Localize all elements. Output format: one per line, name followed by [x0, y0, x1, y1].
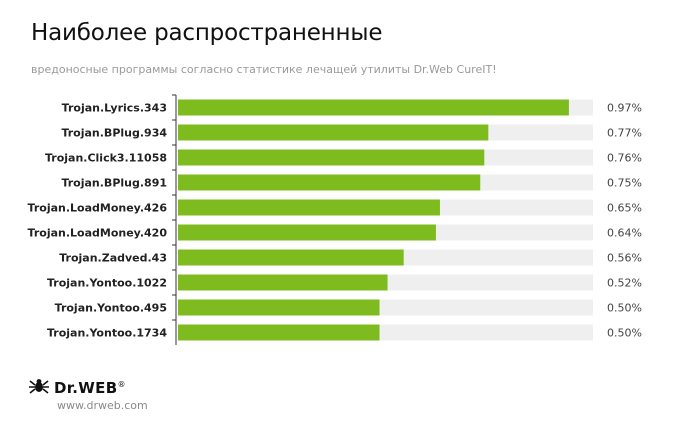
bar — [178, 199, 440, 216]
value-label: 0.77% — [607, 127, 642, 140]
bar — [178, 124, 489, 141]
chart-title: Наиболее распространенные — [31, 20, 383, 46]
bar — [178, 274, 388, 291]
drweb-logo: Dr.WEB ® — [28, 377, 125, 399]
bar — [178, 249, 404, 266]
value-label: 0.97% — [607, 102, 642, 115]
category-label: Trojan.LoadMoney.426 — [28, 202, 168, 215]
value-label: 0.50% — [607, 302, 642, 315]
category-label: Trojan.LoadMoney.420 — [28, 227, 168, 240]
website-url: www.drweb.com — [57, 399, 148, 412]
value-label: 0.64% — [607, 227, 642, 240]
logo-text: Dr.WEB — [54, 379, 118, 397]
value-label: 0.50% — [607, 327, 642, 340]
value-label: 0.75% — [607, 177, 642, 190]
category-label: Trojan.Yontoo.1734 — [47, 327, 167, 340]
category-label: Trojan.BPlug.934 — [61, 127, 167, 140]
category-label: Trojan.Lyrics.343 — [62, 102, 167, 115]
value-label: 0.56% — [607, 252, 642, 265]
value-label: 0.52% — [607, 277, 642, 290]
chart-subtitle: вредоносные программы согласно статистик… — [31, 63, 497, 76]
bar — [178, 174, 481, 191]
value-label: 0.65% — [607, 202, 642, 215]
category-label: Trojan.BPlug.891 — [61, 177, 167, 190]
bar — [178, 324, 380, 341]
category-label: Trojan.Zadved.43 — [59, 252, 167, 265]
registered-mark: ® — [117, 379, 126, 389]
spider-icon — [28, 377, 50, 399]
category-label: Trojan.Yontoo.495 — [55, 302, 167, 315]
bar — [178, 149, 485, 166]
category-label: Trojan.Click3.11058 — [45, 152, 167, 165]
bar — [178, 299, 380, 316]
value-label: 0.76% — [607, 152, 642, 165]
bar — [178, 99, 569, 116]
bar — [178, 224, 436, 241]
category-label: Trojan.Yontoo.1022 — [47, 277, 167, 290]
